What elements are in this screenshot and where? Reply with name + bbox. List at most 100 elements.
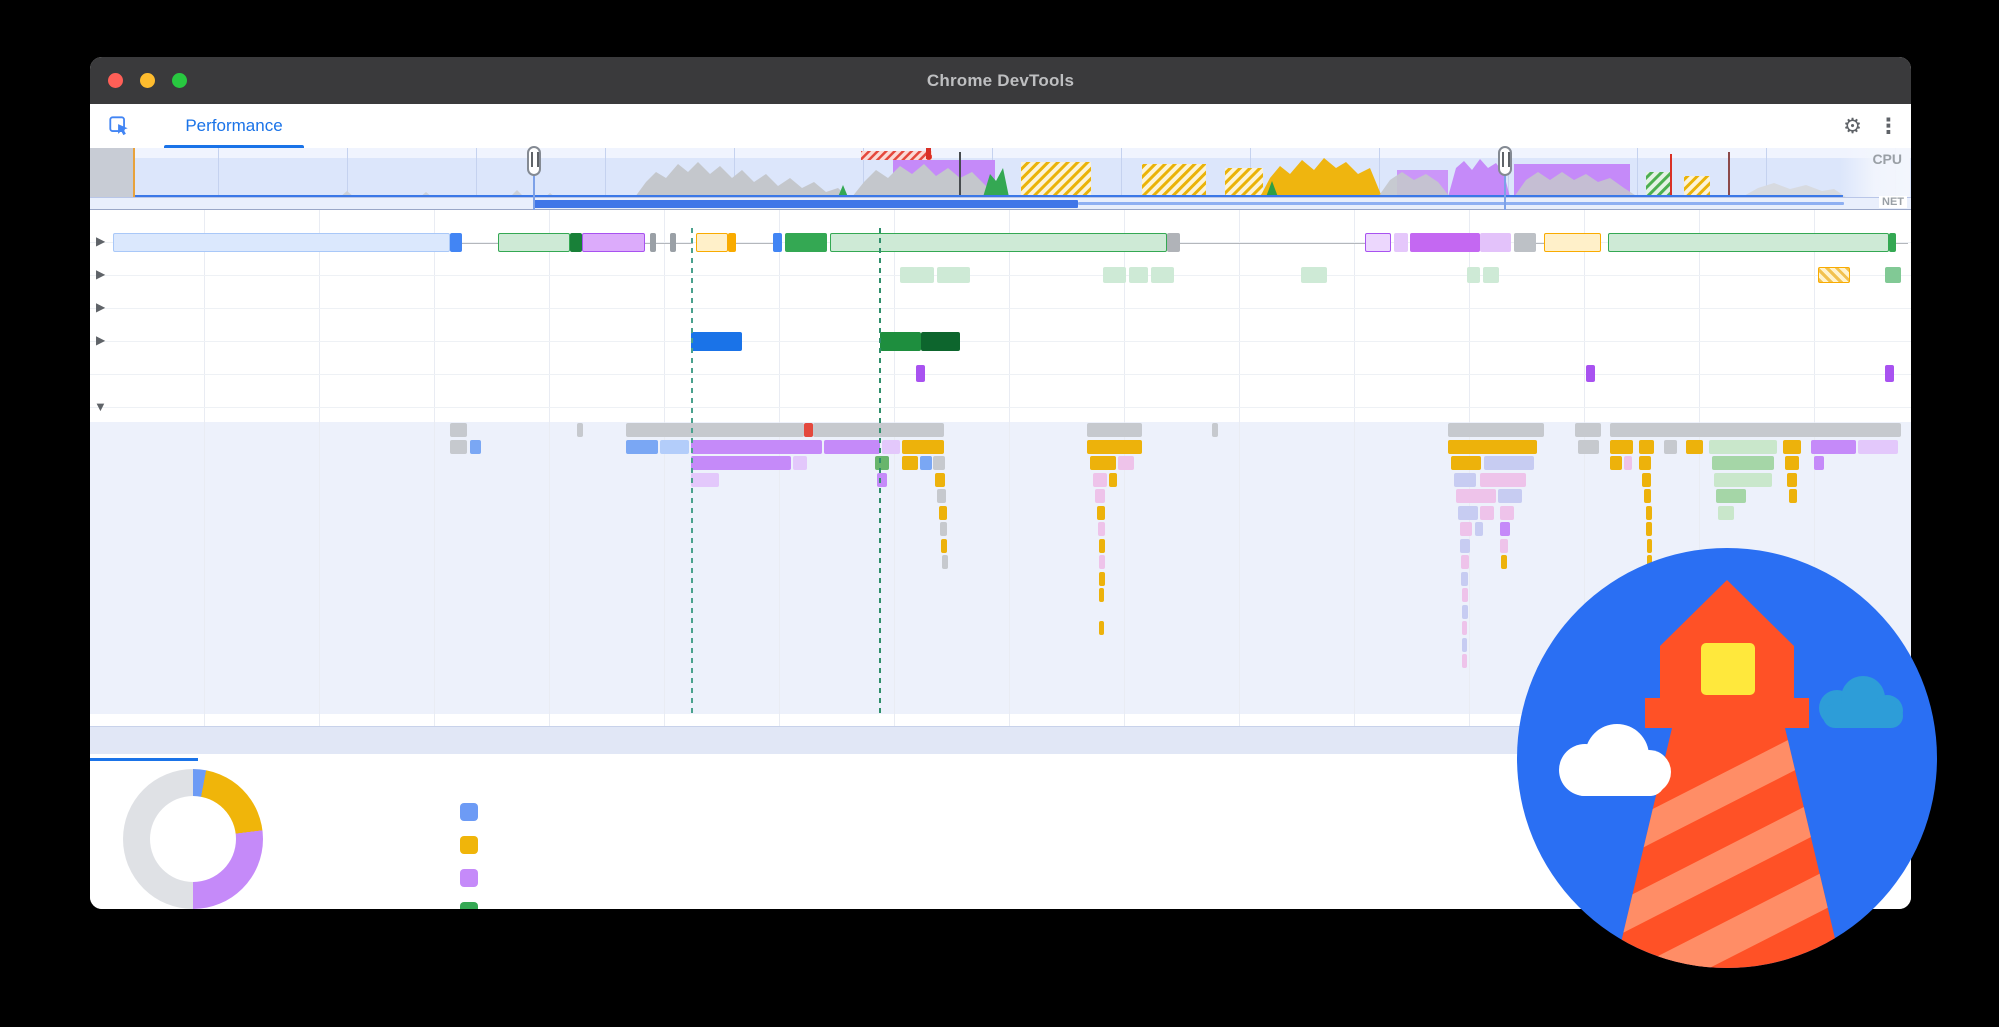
flame-bar[interactable] bbox=[1610, 439, 1633, 454]
gear-icon[interactable]: ⚙ bbox=[1843, 114, 1862, 138]
flame-bar[interactable] bbox=[1456, 489, 1496, 503]
track-network-event[interactable] bbox=[450, 233, 462, 252]
flame-bar[interactable] bbox=[1462, 621, 1467, 635]
track-network-event[interactable] bbox=[830, 233, 1167, 252]
track-frames-event[interactable] bbox=[1818, 267, 1850, 283]
track-timings-event[interactable] bbox=[880, 332, 921, 351]
flame-bar[interactable] bbox=[1099, 621, 1104, 635]
track-network-event[interactable] bbox=[1410, 233, 1480, 252]
flame-bar[interactable] bbox=[1099, 571, 1105, 586]
flame-bar[interactable] bbox=[450, 439, 467, 454]
flame-bar[interactable] bbox=[804, 423, 813, 437]
track-network-event[interactable] bbox=[1544, 233, 1601, 252]
flame-bar[interactable] bbox=[1448, 423, 1544, 437]
flame-bar[interactable] bbox=[1099, 588, 1104, 602]
track-network-event[interactable] bbox=[570, 233, 582, 252]
flame-bar[interactable] bbox=[1484, 456, 1534, 470]
track-network-event[interactable] bbox=[1394, 233, 1408, 252]
flame-bar[interactable] bbox=[626, 439, 658, 454]
network-overview-strip[interactable]: NET bbox=[90, 196, 1911, 210]
flame-bar[interactable] bbox=[626, 423, 804, 437]
flame-bar[interactable] bbox=[450, 423, 467, 437]
track-network-event[interactable] bbox=[728, 233, 736, 252]
flame-bar[interactable] bbox=[1714, 472, 1772, 487]
flame-bar[interactable] bbox=[1098, 522, 1105, 536]
track-expand-arrow[interactable]: ▶ bbox=[96, 333, 106, 347]
flame-bar[interactable] bbox=[939, 505, 947, 520]
flame-bar[interactable] bbox=[942, 555, 948, 569]
flame-bar[interactable] bbox=[824, 439, 880, 454]
flame-bar[interactable] bbox=[1716, 489, 1746, 503]
flame-bar[interactable] bbox=[1087, 423, 1142, 437]
flame-bar[interactable] bbox=[1647, 538, 1652, 553]
flame-bar[interactable] bbox=[1462, 654, 1467, 668]
track-gpu-event[interactable] bbox=[1885, 365, 1894, 382]
flame-bar[interactable] bbox=[1783, 439, 1801, 454]
track-frames-event[interactable] bbox=[1151, 267, 1174, 283]
flame-bar[interactable] bbox=[1461, 571, 1468, 586]
window-titlebar[interactable]: Chrome DevTools bbox=[90, 57, 1911, 104]
flame-bar[interactable] bbox=[470, 439, 481, 454]
track-expand-arrow[interactable]: ▶ bbox=[96, 267, 106, 281]
flame-bar[interactable] bbox=[1461, 555, 1469, 569]
track-network-event[interactable] bbox=[1365, 233, 1391, 252]
flame-bar[interactable] bbox=[1458, 505, 1478, 520]
flame-bar[interactable] bbox=[937, 489, 946, 503]
track-expand-arrow[interactable]: ▶ bbox=[96, 300, 106, 314]
track-expand-arrow[interactable]: ▶ bbox=[96, 234, 106, 248]
track-network-event[interactable] bbox=[1608, 233, 1889, 252]
flame-bar[interactable] bbox=[1639, 456, 1651, 470]
inspect-element-button[interactable] bbox=[103, 110, 135, 142]
track-frames-event[interactable] bbox=[1467, 267, 1480, 283]
flame-bar[interactable] bbox=[813, 423, 944, 437]
flame-bar[interactable] bbox=[1099, 555, 1105, 569]
flame-bar[interactable] bbox=[1858, 439, 1898, 454]
flame-bar[interactable] bbox=[877, 472, 887, 487]
track-network-event[interactable] bbox=[1167, 233, 1180, 252]
selection-handle-left[interactable] bbox=[527, 146, 541, 176]
flame-bar[interactable] bbox=[1475, 522, 1483, 536]
track-network-event[interactable] bbox=[1514, 233, 1536, 252]
flame-bar[interactable] bbox=[902, 439, 944, 454]
track-frames-event[interactable] bbox=[1103, 267, 1126, 283]
flame-bar[interactable] bbox=[1462, 588, 1468, 602]
track-network-event[interactable] bbox=[498, 233, 570, 252]
flame-bar[interactable] bbox=[1498, 489, 1522, 503]
track-gpu-event[interactable] bbox=[916, 365, 925, 382]
flame-bar[interactable] bbox=[1095, 489, 1105, 503]
tab-performance[interactable]: Performance bbox=[164, 104, 304, 148]
track-timings-event[interactable] bbox=[691, 332, 742, 351]
flame-bar[interactable] bbox=[935, 472, 945, 487]
flame-bar[interactable] bbox=[1639, 439, 1654, 454]
flame-bar[interactable] bbox=[1462, 637, 1467, 652]
flame-bar[interactable] bbox=[793, 456, 807, 470]
kebab-menu-icon[interactable]: ⋮ bbox=[1878, 114, 1899, 138]
flame-bar[interactable] bbox=[1646, 505, 1652, 520]
track-frames-event[interactable] bbox=[937, 267, 970, 283]
flame-bar[interactable] bbox=[1646, 522, 1652, 536]
flame-bar[interactable] bbox=[1686, 439, 1703, 454]
flame-bar[interactable] bbox=[933, 456, 945, 470]
flame-bar[interactable] bbox=[1814, 456, 1824, 470]
flame-bar[interactable] bbox=[1454, 472, 1476, 487]
track-network-event[interactable] bbox=[785, 233, 827, 252]
flame-bar[interactable] bbox=[577, 423, 583, 437]
flame-bar[interactable] bbox=[1664, 439, 1677, 454]
flame-bar[interactable] bbox=[940, 522, 947, 536]
flame-bar[interactable] bbox=[941, 538, 947, 553]
flame-bar[interactable] bbox=[1501, 555, 1507, 569]
flame-bar[interactable] bbox=[920, 456, 932, 470]
flame-bar[interactable] bbox=[1480, 472, 1526, 487]
flame-bar[interactable] bbox=[1118, 456, 1134, 470]
track-frames-event[interactable] bbox=[1885, 267, 1901, 283]
track-network-event[interactable] bbox=[1480, 233, 1511, 252]
flame-bar[interactable] bbox=[1460, 538, 1470, 553]
zoom-button[interactable] bbox=[172, 73, 187, 88]
flame-bar[interactable] bbox=[1099, 538, 1105, 553]
track-frames-event[interactable] bbox=[900, 267, 934, 283]
flame-bar[interactable] bbox=[1610, 423, 1901, 437]
track-network-event[interactable] bbox=[773, 233, 782, 252]
flame-bar[interactable] bbox=[1647, 555, 1652, 569]
track-network-event[interactable] bbox=[1889, 233, 1896, 252]
flame-bar[interactable] bbox=[1451, 456, 1481, 470]
